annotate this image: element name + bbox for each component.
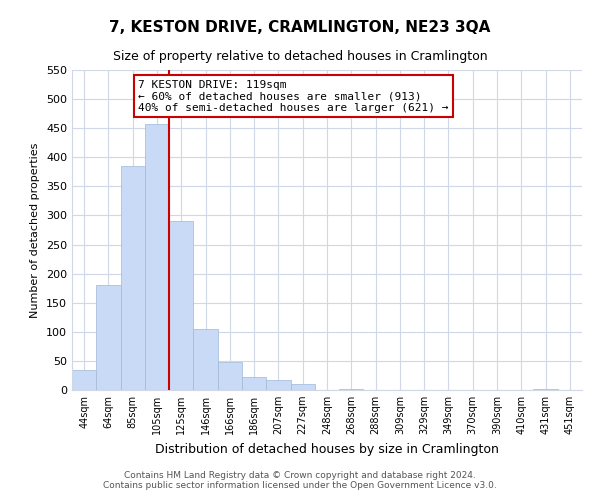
Bar xyxy=(121,166,145,390)
X-axis label: Distribution of detached houses by size in Cramlington: Distribution of detached houses by size … xyxy=(155,442,499,456)
Text: Contains HM Land Registry data © Crown copyright and database right 2024.
Contai: Contains HM Land Registry data © Crown c… xyxy=(103,470,497,490)
Text: Size of property relative to detached houses in Cramlington: Size of property relative to detached ho… xyxy=(113,50,487,63)
Bar xyxy=(218,362,242,390)
Text: 7, KESTON DRIVE, CRAMLINGTON, NE23 3QA: 7, KESTON DRIVE, CRAMLINGTON, NE23 3QA xyxy=(109,20,491,35)
Bar xyxy=(72,370,96,390)
Y-axis label: Number of detached properties: Number of detached properties xyxy=(31,142,40,318)
Text: 7 KESTON DRIVE: 119sqm
← 60% of detached houses are smaller (913)
40% of semi-de: 7 KESTON DRIVE: 119sqm ← 60% of detached… xyxy=(139,80,449,113)
Bar xyxy=(145,124,169,390)
Bar xyxy=(193,330,218,390)
Bar xyxy=(290,384,315,390)
Bar xyxy=(242,377,266,390)
Bar xyxy=(266,380,290,390)
Bar xyxy=(96,284,121,390)
Bar xyxy=(169,222,193,390)
